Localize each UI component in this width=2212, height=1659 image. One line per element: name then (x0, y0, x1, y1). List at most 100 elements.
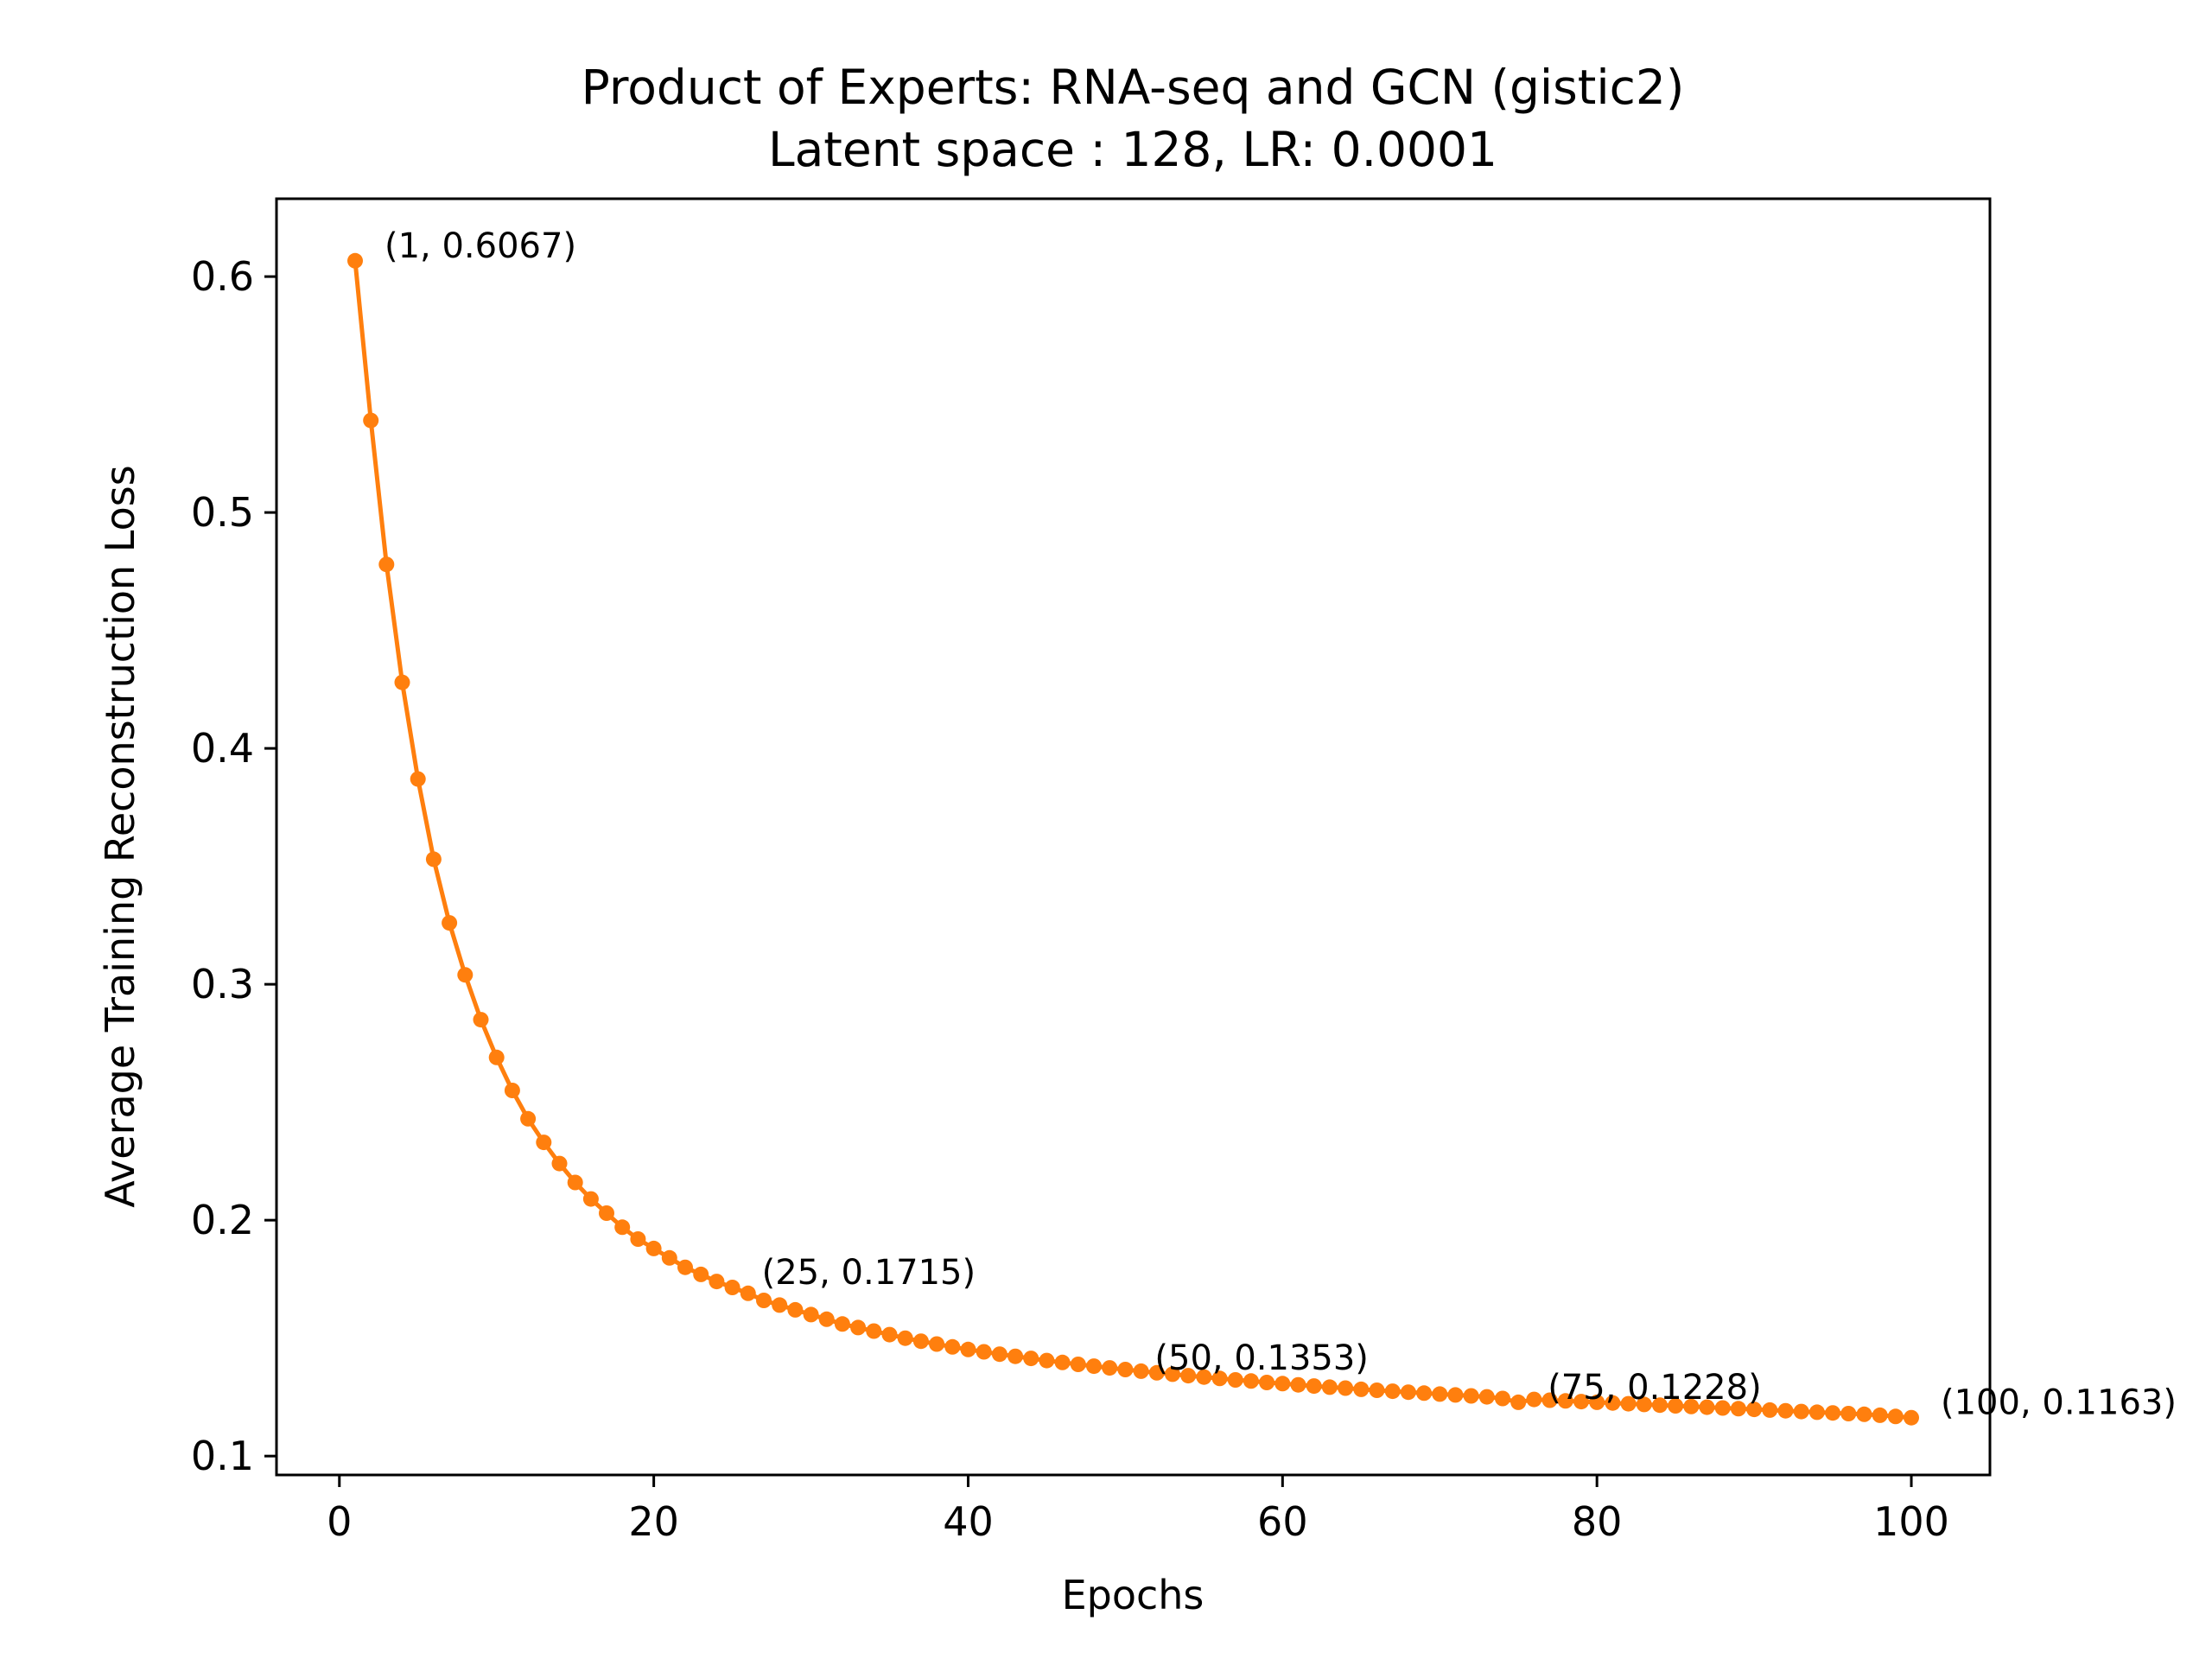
plot-frame (275, 197, 1992, 1477)
data-point (614, 1219, 631, 1236)
data-point (1211, 1370, 1228, 1387)
data-point (1714, 1400, 1731, 1416)
data-point (756, 1293, 772, 1308)
data-point (1274, 1376, 1291, 1392)
data-point (976, 1344, 992, 1360)
data-point (363, 412, 379, 429)
data-point (504, 1083, 520, 1098)
data-point (1808, 1404, 1825, 1421)
data-point (818, 1311, 835, 1327)
data-point (1290, 1376, 1306, 1393)
data-point (1510, 1394, 1527, 1410)
data-point (1541, 1392, 1558, 1408)
data-point (1904, 1409, 1919, 1426)
data-point (1652, 1397, 1668, 1414)
data-point (787, 1301, 804, 1318)
y-axis-ticks: 0.1 0.2 0.3 0.4 0.5 0.6 (191, 253, 276, 1479)
data-point (1007, 1348, 1024, 1364)
data-point (881, 1326, 898, 1343)
data-point (1557, 1393, 1573, 1409)
data-point (693, 1266, 709, 1282)
data-point (1668, 1398, 1684, 1414)
data-point (1573, 1394, 1589, 1410)
data-point (1416, 1385, 1433, 1402)
y-axis-label: Average Training Reconstruction Loss (97, 465, 143, 1207)
data-point (1070, 1357, 1086, 1372)
data-point (1432, 1386, 1448, 1402)
x-tick-label: 80 (1572, 1498, 1623, 1545)
data-point (599, 1205, 614, 1221)
data-point (1196, 1369, 1212, 1385)
chart-title: Product of Experts: RNA-seq and GCN (gis… (582, 60, 1685, 115)
data-point (473, 1012, 489, 1028)
data-point (866, 1323, 882, 1339)
data-point (1840, 1406, 1857, 1421)
x-tick-label: 0 (327, 1498, 352, 1545)
x-tick-label: 20 (628, 1498, 679, 1545)
data-point (347, 252, 363, 269)
x-tick-label: 40 (943, 1498, 994, 1545)
data-point (1384, 1383, 1401, 1400)
x-axis-label: Epochs (1062, 1572, 1205, 1618)
data-point (1872, 1407, 1888, 1423)
data-point (661, 1249, 677, 1266)
annotation-layer: (1, 0.6067) (25, 0.1715) (50, 0.1353) (75, … (385, 226, 2177, 1423)
data-point (1730, 1401, 1746, 1417)
data-point (1636, 1396, 1652, 1413)
data-point (1180, 1368, 1197, 1384)
y-tick-label: 0.5 (191, 489, 254, 536)
data-point (1762, 1402, 1778, 1418)
data-point (645, 1240, 662, 1256)
data-point (960, 1341, 976, 1357)
data-point (394, 674, 410, 690)
y-tick-label: 0.1 (191, 1433, 254, 1479)
data-point (1148, 1364, 1165, 1381)
data-point (803, 1306, 819, 1323)
data-point (551, 1155, 568, 1172)
data-label: (1, 0.6067) (385, 226, 576, 266)
data-point (1133, 1363, 1149, 1379)
data-point (582, 1191, 599, 1207)
data-point (772, 1297, 788, 1313)
data-point (740, 1285, 756, 1301)
data-label: (100, 0.1163) (1941, 1383, 2177, 1423)
series-line (353, 260, 1912, 1421)
data-label: (25, 0.1715) (762, 1253, 976, 1293)
y-tick-label: 0.3 (191, 961, 254, 1007)
data-point (709, 1274, 725, 1290)
data-point (425, 851, 442, 868)
data-point (1605, 1395, 1621, 1411)
chart-subtitle: Latent space : 128, LR: 0.0001 (768, 122, 1497, 177)
x-tick-label: 100 (1873, 1498, 1949, 1545)
data-point (1165, 1366, 1180, 1382)
data-point (1887, 1408, 1904, 1425)
data-point (1054, 1354, 1071, 1370)
data-point (1227, 1372, 1243, 1388)
data-point (1321, 1379, 1338, 1395)
data-point (1495, 1390, 1510, 1407)
data-point (630, 1231, 646, 1247)
data-point (1478, 1389, 1495, 1405)
data-point (1243, 1373, 1259, 1389)
y-tick-label: 0.4 (191, 725, 254, 772)
data-point (1746, 1402, 1763, 1418)
data-point (488, 1049, 505, 1065)
data-point (1793, 1403, 1809, 1420)
data-point (1699, 1399, 1715, 1415)
data-point (1683, 1398, 1700, 1414)
data-point (1447, 1387, 1464, 1403)
data-point (1102, 1360, 1118, 1376)
data-point (520, 1110, 537, 1127)
series-layer (347, 252, 1919, 1426)
data-point (1369, 1382, 1385, 1398)
data-point (1400, 1384, 1416, 1401)
data-point (567, 1174, 583, 1191)
data-point (1023, 1351, 1039, 1367)
x-axis-ticks: 0 20 40 60 80 100 (327, 1475, 1949, 1545)
data-point (1620, 1395, 1637, 1412)
data-point (1259, 1375, 1275, 1390)
data-label: (50, 0.1353) (1154, 1338, 1369, 1378)
data-point (834, 1316, 850, 1332)
